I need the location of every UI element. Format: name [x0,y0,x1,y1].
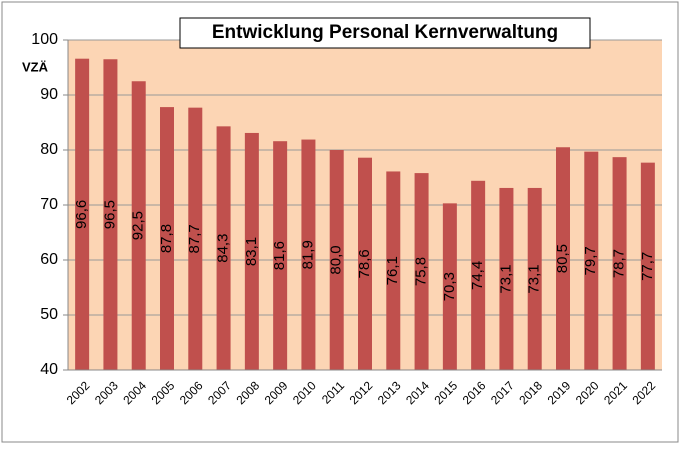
bar [414,173,429,370]
data-label: 73,1 [497,264,514,293]
bar [358,157,372,370]
data-label: 87,7 [186,224,203,253]
bar [556,147,570,370]
data-label: 84,3 [215,234,232,263]
data-label: 80,0 [328,245,345,274]
bar [301,139,316,370]
bar [527,187,542,370]
bar [216,126,231,370]
data-label: 73,1 [526,264,543,293]
y-tick-label: 60 [40,251,58,268]
data-label: 76,1 [384,256,401,285]
y-axis-label: VZÄ [22,59,49,74]
data-label: 96,5 [101,200,118,229]
data-label: 78,7 [611,249,628,278]
bar [160,107,174,370]
data-label: 70,3 [441,272,458,301]
data-label: 80,5 [554,244,571,273]
bar [442,203,457,370]
y-tick-label: 90 [40,86,58,103]
bar [640,162,655,370]
bar [499,187,514,370]
data-label: 79,7 [582,246,599,275]
y-tick-label: 100 [31,31,58,48]
bar [103,59,118,370]
y-tick-label: 50 [40,306,58,323]
data-label: 87,8 [158,224,175,253]
bar [471,180,486,370]
bar [329,150,344,370]
y-tick-label: 40 [40,361,58,378]
data-label: 81,9 [299,240,316,269]
data-label: 92,5 [130,211,147,240]
bar [612,157,627,370]
data-label: 81,6 [271,241,288,270]
data-label: 96,6 [73,200,90,229]
y-tick-label: 80 [40,141,58,158]
title-box [179,17,591,49]
bar [244,132,259,370]
y-tick-label: 70 [40,196,58,213]
bar [188,107,203,371]
bar [584,151,599,370]
data-label: 77,7 [639,252,656,281]
data-label: 75,8 [413,257,430,286]
bar [75,58,90,370]
bar [273,141,288,370]
data-label: 83,1 [243,237,260,266]
data-label: 78,6 [356,249,373,278]
bar [131,81,146,370]
chart-title: Entwicklung Personal Kernverwaltung [212,22,558,43]
bar [386,171,401,370]
data-label: 74,4 [469,261,486,290]
